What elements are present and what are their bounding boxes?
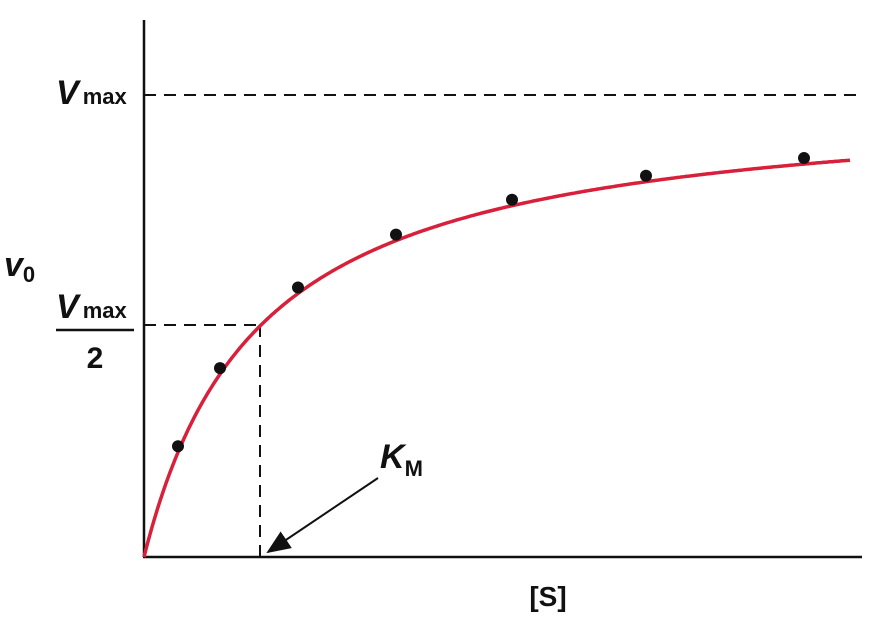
data-point xyxy=(214,362,226,375)
half-vmax-symbol: V xyxy=(56,288,82,326)
v0-label: v0 xyxy=(4,246,35,287)
data-points xyxy=(172,152,810,453)
data-point xyxy=(506,193,518,206)
half-vmax-subscript: max xyxy=(83,298,128,323)
data-point xyxy=(640,169,652,182)
data-point xyxy=(390,228,402,241)
half-vmax-denominator: 2 xyxy=(87,342,104,375)
data-point xyxy=(292,281,304,294)
x-axis-label: [S] xyxy=(529,581,566,612)
vmax-symbol: V xyxy=(56,74,82,112)
data-point xyxy=(172,440,184,453)
v0-subscript: 0 xyxy=(23,262,35,287)
km-symbol: K xyxy=(380,438,407,476)
vmax-subscript: max xyxy=(83,84,128,109)
data-point xyxy=(798,152,810,165)
km-label: KM xyxy=(380,438,423,481)
km-arrow xyxy=(266,477,379,554)
km-subscript: M xyxy=(405,456,423,481)
rate-curve xyxy=(142,158,851,558)
v0-symbol: v xyxy=(4,246,25,284)
